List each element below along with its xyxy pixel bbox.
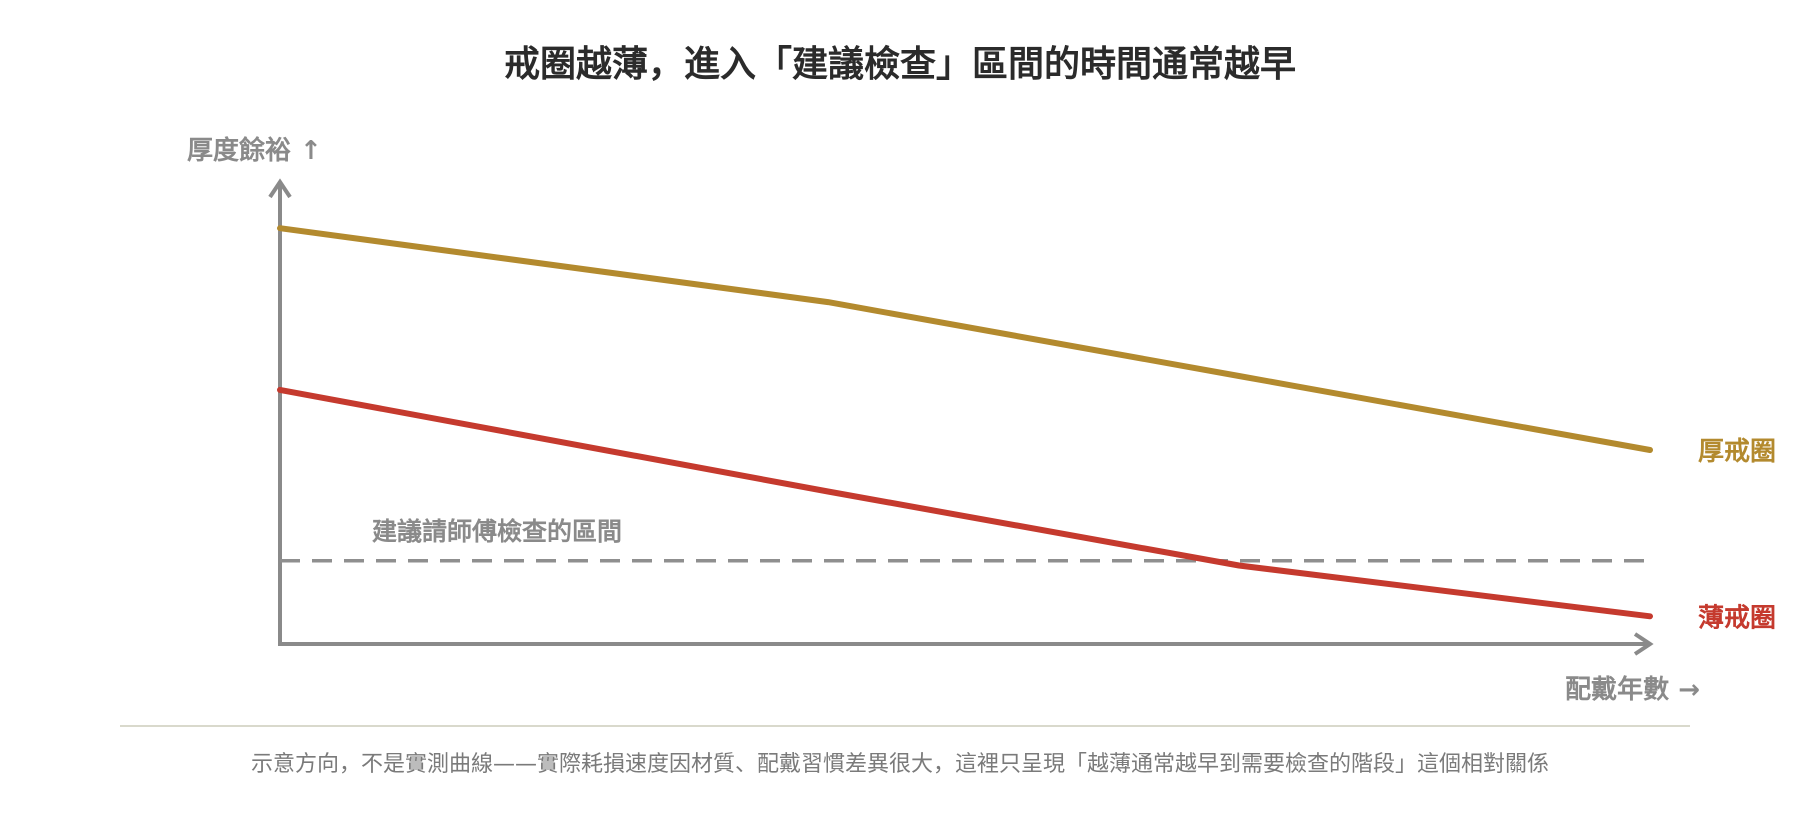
series-label-thick-ring: 厚戒圈 bbox=[1698, 437, 1776, 467]
series-line-thick-ring bbox=[277, 225, 1653, 453]
y-axis-arrow bbox=[268, 178, 292, 199]
x-axis-arrow bbox=[1633, 632, 1654, 656]
axes bbox=[268, 178, 1654, 656]
threshold-label: 建議請師傅檢查的區間 bbox=[372, 517, 622, 546]
series-line-thin-ring bbox=[277, 386, 1653, 620]
caption: 示意方向，不是實測曲線——實際耗損速度因材質、配戴習慣差異很大，這裡只呈現「越薄… bbox=[251, 752, 1549, 777]
series-label-thin-ring: 薄戒圈 bbox=[1698, 603, 1776, 633]
x-axis-label: 配戴年數 → bbox=[1565, 674, 1700, 705]
y-axis-label: 厚度餘裕 ↑ bbox=[187, 135, 322, 166]
chart-title: 戒圈越薄，進入「建議檢查」區間的時間通常越早 bbox=[504, 43, 1296, 85]
